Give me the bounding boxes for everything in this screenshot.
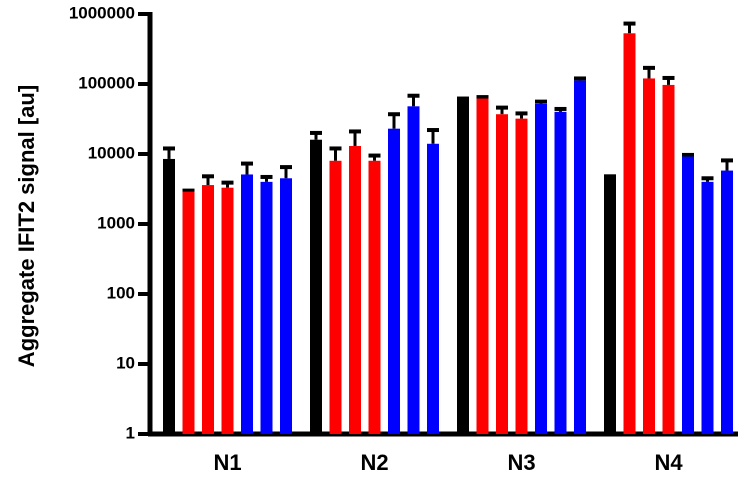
bar <box>554 111 567 434</box>
bar <box>221 187 234 434</box>
bar <box>163 158 175 434</box>
bar <box>643 78 655 435</box>
bar <box>349 146 361 434</box>
bar <box>457 99 469 434</box>
bar <box>604 177 616 435</box>
y-tick-label: 10000 <box>88 143 135 162</box>
bar <box>682 156 694 434</box>
bar <box>280 178 292 434</box>
bar <box>721 170 733 434</box>
bar <box>662 84 675 435</box>
bar <box>623 33 636 434</box>
x-tick-label: N1 <box>213 450 241 475</box>
bar <box>427 143 439 434</box>
y-tick-label: 1000 <box>97 213 135 232</box>
bar <box>388 128 400 434</box>
bar <box>574 80 586 434</box>
bar <box>260 181 273 434</box>
bar <box>535 103 547 435</box>
bar <box>329 160 342 435</box>
y-tick-label: 10 <box>116 353 135 372</box>
y-tick-label: 100 <box>107 283 135 302</box>
bar <box>407 106 420 434</box>
y-axis-label: Aggregate IFIT2 signal [au] <box>14 85 39 367</box>
bar <box>701 181 714 434</box>
bar <box>496 114 508 434</box>
y-tick-label: 100000 <box>78 73 135 92</box>
x-tick-label: N3 <box>507 450 535 475</box>
bar <box>476 98 489 434</box>
y-tick-label: 1 <box>126 423 135 442</box>
bar <box>515 118 528 435</box>
bar <box>241 174 253 434</box>
bar <box>202 185 214 434</box>
bar <box>310 139 322 434</box>
y-tick-label: 1000000 <box>69 3 135 22</box>
bar <box>182 191 195 434</box>
bar <box>368 160 381 435</box>
x-tick-label: N4 <box>654 450 683 475</box>
x-tick-label: N2 <box>360 450 388 475</box>
